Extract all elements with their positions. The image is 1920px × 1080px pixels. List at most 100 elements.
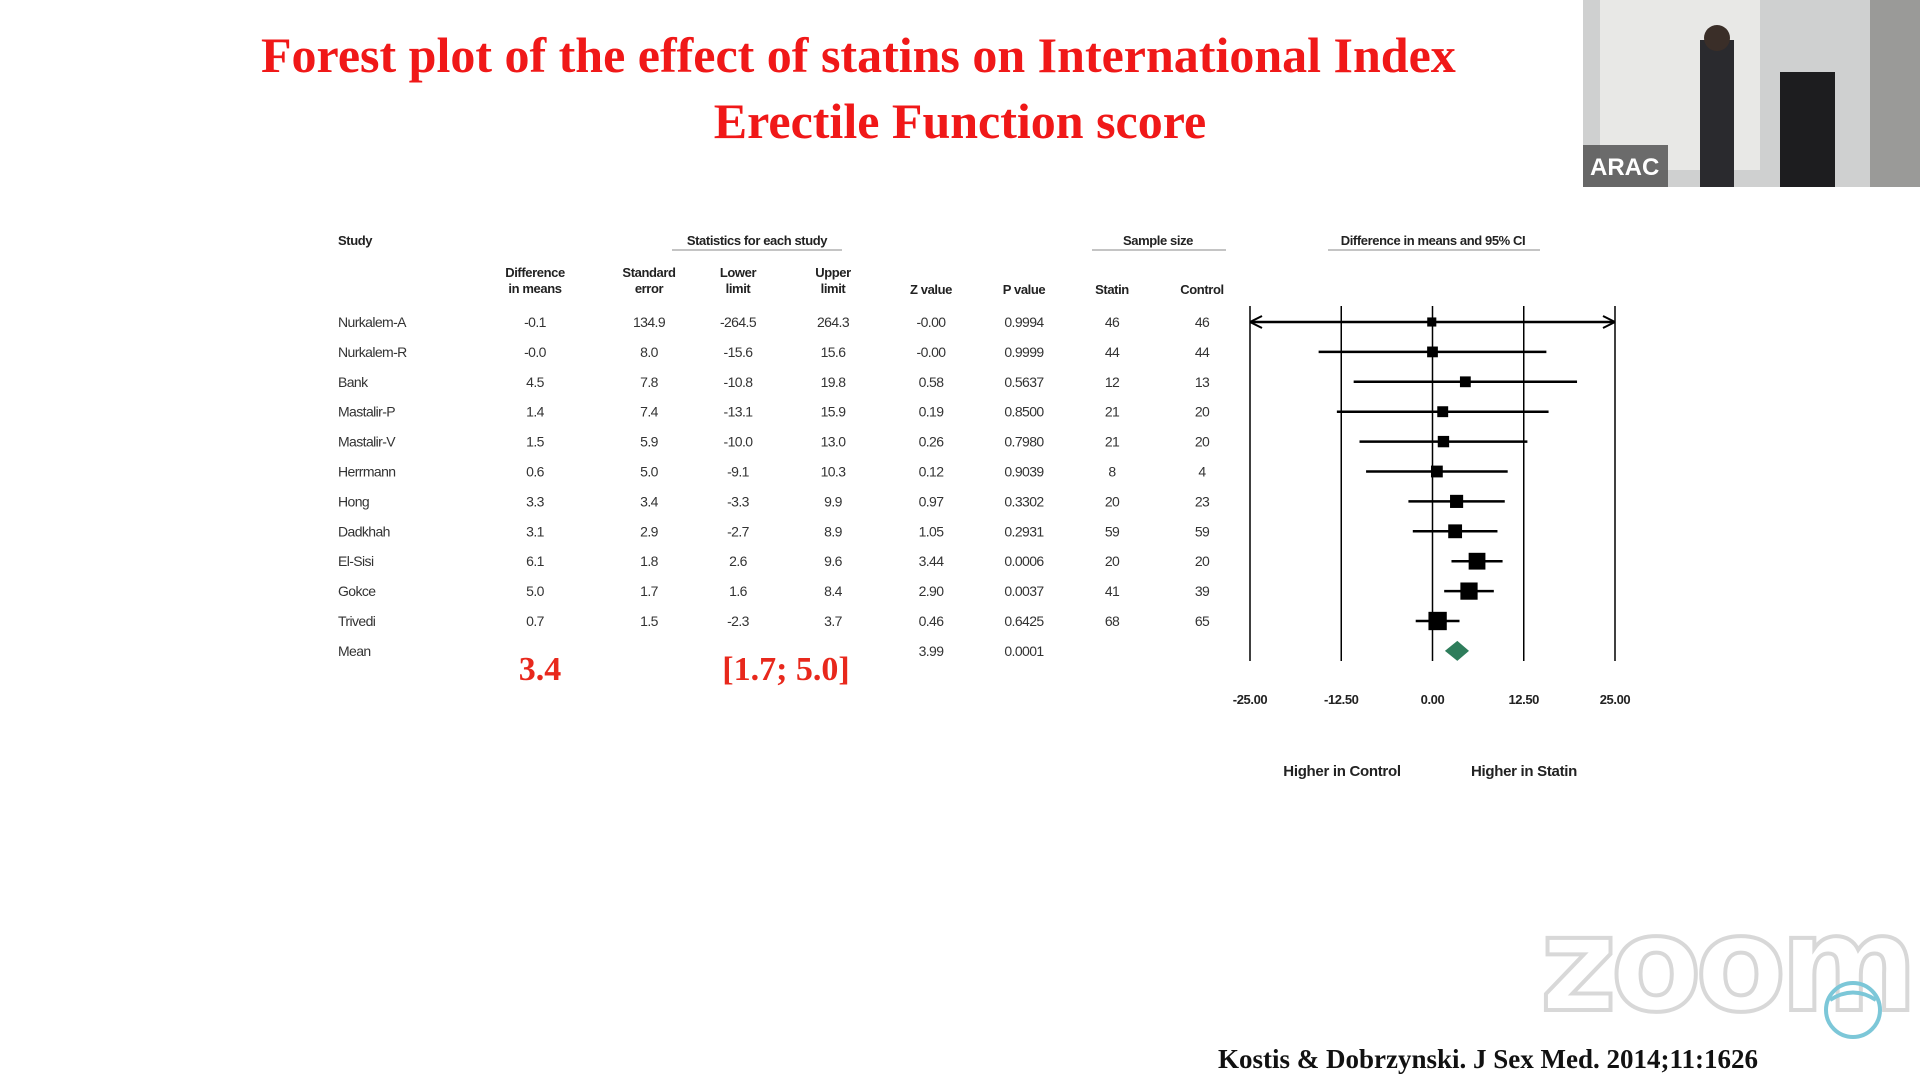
table-cell: 41	[1105, 583, 1120, 599]
table-cell: 0.6	[526, 464, 544, 480]
x-tick-label: 25.00	[1600, 692, 1631, 707]
table-cell: 59	[1195, 523, 1210, 539]
x-tick-label: -25.00	[1233, 692, 1268, 707]
table-cell: 0.9999	[1004, 344, 1044, 360]
table-cell: 0.9039	[1004, 464, 1044, 480]
table-cell: -0.00	[917, 314, 947, 330]
table-cell: -0.0	[524, 344, 547, 360]
table-cell: 4.5	[526, 374, 544, 390]
study-name: Hong	[338, 493, 369, 509]
table-cell: 0.3302	[1004, 493, 1044, 509]
table-cell: 13.0	[821, 434, 847, 450]
study-name: Mastalir-V	[338, 434, 396, 450]
study-name: Mastalir-P	[338, 404, 395, 420]
arrow	[1602, 315, 1616, 329]
table-cell: 0.0006	[1004, 553, 1044, 569]
table-cell: 5.9	[640, 434, 658, 450]
table-cell: 3.7	[824, 613, 842, 629]
point-estimate	[1448, 524, 1463, 539]
column-header: error	[635, 281, 664, 296]
study-name: Nurkalem-A	[338, 314, 407, 330]
table-cell: 1.8	[640, 553, 658, 569]
table-cell: 2.6	[729, 553, 747, 569]
table-cell: 0.9994	[1004, 314, 1044, 330]
title-line: Erectile Function score	[714, 93, 1206, 149]
table-cell: 134.9	[633, 314, 666, 330]
point-estimate	[1437, 435, 1450, 448]
table-cell: 9.6	[824, 553, 842, 569]
table-cell: 15.9	[821, 404, 847, 420]
table-cell: 0.26	[919, 434, 945, 450]
table-cell: 1.7	[640, 583, 658, 599]
table-cell: 0.7	[526, 613, 544, 629]
point-estimate	[1437, 406, 1449, 418]
column-header: Statin	[1095, 282, 1129, 297]
table-cell: -10.8	[724, 374, 754, 390]
table-cell: 3.4	[640, 493, 658, 509]
table-cell: 12	[1105, 374, 1120, 390]
header: Study	[338, 233, 373, 248]
table-cell: 0.58	[919, 374, 945, 390]
table-cell: 44	[1195, 344, 1210, 360]
arrow	[1249, 315, 1263, 329]
table-cell: 15.6	[821, 344, 847, 360]
table-cell: -0.00	[917, 344, 947, 360]
citation: Kostis & Dobrzynski. J Sex Med. 2014;11:…	[1218, 1044, 1758, 1074]
table-cell: 0.97	[919, 493, 945, 509]
table-cell: 20	[1105, 553, 1120, 569]
title-line: Forest plot of the effect of statins on …	[261, 27, 1456, 83]
column-header: limit	[821, 281, 847, 296]
table-cell: 8	[1108, 464, 1116, 480]
mean-ci: [1.7; 5.0]	[722, 651, 849, 688]
table-cell: -3.3	[727, 493, 750, 509]
column-header: Lower	[720, 265, 757, 280]
table-cell: 21	[1105, 404, 1120, 420]
table-cell: 3.3	[526, 493, 544, 509]
table-cell: 1.4	[526, 404, 544, 420]
table-cell: -264.5	[720, 314, 757, 330]
table-cell: 0.6425	[1004, 613, 1044, 629]
table-cell: 264.3	[817, 314, 850, 330]
column-header: Standard	[622, 265, 676, 280]
video-label: ARAC	[1590, 154, 1659, 181]
point-estimate	[1450, 494, 1464, 508]
table-cell: 20	[1195, 553, 1210, 569]
table-cell: 8.4	[824, 583, 842, 599]
x-tick-label: 0.00	[1421, 692, 1445, 707]
table-cell: 0.0001	[1004, 643, 1044, 659]
table-cell: 46	[1195, 314, 1210, 330]
table-cell: 1.6	[729, 583, 747, 599]
table-cell: 1.5	[640, 613, 658, 629]
study-name: Mean	[338, 643, 371, 659]
column-header: P value	[1003, 282, 1046, 297]
table-cell: 3.1	[526, 523, 544, 539]
video-thumbnail: ARAC	[1583, 0, 1920, 187]
table-cell: 1.5	[526, 434, 544, 450]
table-cell: 21	[1105, 434, 1120, 450]
x-axis-label: Higher in Statin	[1471, 763, 1577, 780]
column-header: Upper	[815, 265, 851, 280]
table-cell: 3.44	[919, 553, 945, 569]
table-cell: 44	[1105, 344, 1120, 360]
table-cell: -9.1	[727, 464, 750, 480]
point-estimate	[1460, 582, 1478, 600]
column-header: in means	[508, 281, 561, 296]
table-cell: 2.90	[919, 583, 945, 599]
table-cell: 7.8	[640, 374, 658, 390]
mean-value: 3.4	[519, 651, 562, 688]
zoom-watermark: zoom	[1540, 888, 1912, 1042]
table-cell: 2.9	[640, 523, 658, 539]
table-cell: -2.7	[727, 523, 750, 539]
table-cell: 68	[1105, 613, 1120, 629]
table-cell: 8.0	[640, 344, 658, 360]
table-cell: 46	[1105, 314, 1120, 330]
table-cell: 6.1	[526, 553, 544, 569]
study-name: El-Sisi	[338, 553, 374, 569]
header: Statistics for each study	[687, 233, 828, 248]
table-cell: 7.4	[640, 404, 658, 420]
table-cell: 0.2931	[1004, 523, 1044, 539]
study-name: Dadkhah	[338, 523, 390, 539]
table-cell: 8.9	[824, 523, 842, 539]
table-cell: 0.46	[919, 613, 945, 629]
table-cell: -15.6	[724, 344, 754, 360]
